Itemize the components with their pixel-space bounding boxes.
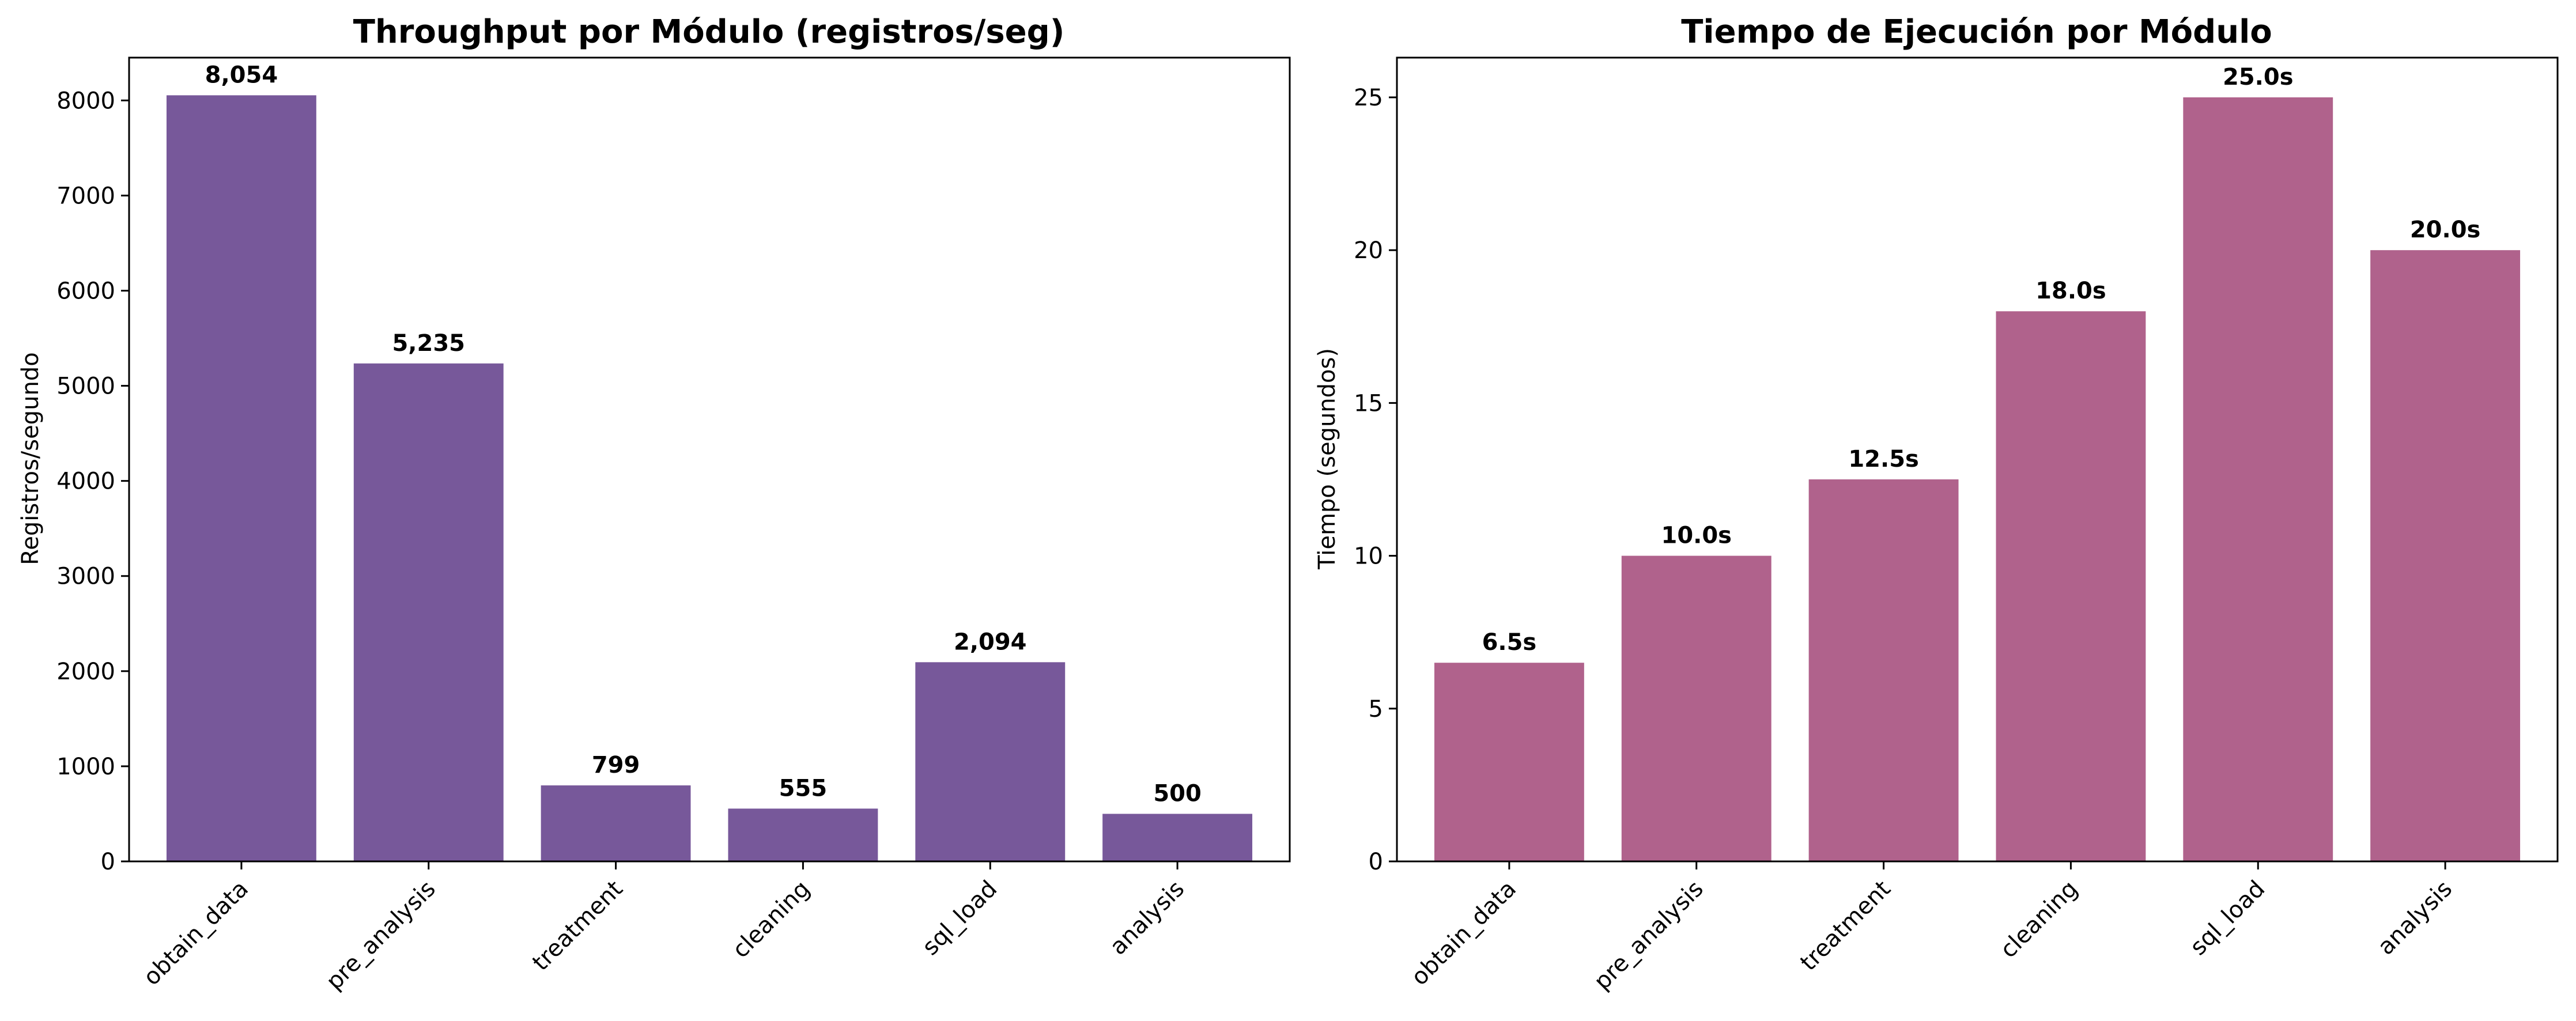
y-axis-ticks: 0 5 10 15 20 25	[1354, 85, 1397, 875]
bar-pre-analysis	[1621, 555, 1772, 861]
data-labels: 8,054 5,235 799 555 2,094 500	[205, 62, 1202, 807]
bar-cleaning	[1996, 311, 2146, 861]
bar-sql-load	[915, 662, 1066, 861]
y-axis-ticks: 0 1000 2000 3000 4000 5000 6000 7000 8000	[56, 88, 129, 875]
y-tick-label: 20	[1354, 237, 1383, 264]
plot-frame	[1396, 56, 2559, 863]
bar-treatment	[1808, 479, 1959, 861]
bar-obtain-data	[1434, 663, 1584, 861]
y-tick-label: 1000	[56, 754, 115, 780]
bar-pre-analysis	[353, 363, 504, 861]
data-label: 500	[1153, 780, 1202, 807]
y-tick-label: 25	[1354, 85, 1383, 111]
data-label: 799	[592, 752, 640, 778]
y-tick-label: 5	[1369, 696, 1383, 723]
data-label: 18.0s	[2035, 278, 2106, 304]
data-labels: 6.5s 10.0s 12.5s 18.0s 25.0s 20.0s	[1482, 64, 2481, 656]
bar-cleaning	[728, 808, 878, 861]
y-tick-label: 15	[1354, 390, 1383, 417]
data-label: 8,054	[205, 62, 278, 88]
y-tick-label: 6000	[56, 278, 115, 304]
data-label: 555	[779, 775, 828, 801]
data-label: 25.0s	[2223, 64, 2294, 90]
y-tick-label: 8000	[56, 88, 115, 114]
y-tick-label: 4000	[56, 468, 115, 495]
bar-sql-load	[2183, 97, 2333, 862]
data-label: 12.5s	[1848, 446, 1919, 472]
bar-analysis	[1102, 814, 1253, 861]
y-tick-label: 10	[1354, 543, 1383, 570]
y-tick-label: 3000	[56, 564, 115, 590]
chart-title: Throughput por Módulo (registros/seg)	[353, 13, 1065, 51]
data-label: 6.5s	[1482, 629, 1537, 656]
data-label: 20.0s	[2410, 217, 2481, 243]
chart-title: Tiempo de Ejecución por Módulo	[1681, 13, 2272, 51]
bar-obtain-data	[166, 95, 316, 862]
y-axis-label: Registros/segundo	[17, 352, 44, 565]
data-label: 2,094	[954, 629, 1027, 655]
data-label: 10.0s	[1661, 523, 1732, 549]
data-label: 5,235	[392, 330, 465, 357]
y-axis-label: Tiempo (segundos)	[1314, 348, 1340, 570]
bar-group	[166, 95, 1253, 862]
bar-group	[1434, 97, 2521, 862]
y-tick-label: 7000	[56, 183, 115, 209]
plot-frame	[128, 56, 1291, 863]
y-tick-label: 2000	[56, 659, 115, 685]
y-tick-label: 5000	[56, 373, 115, 400]
y-tick-label: 0	[1369, 849, 1383, 875]
bar-analysis	[2370, 250, 2521, 861]
y-tick-label: 0	[101, 849, 115, 875]
bar-treatment	[541, 785, 691, 861]
